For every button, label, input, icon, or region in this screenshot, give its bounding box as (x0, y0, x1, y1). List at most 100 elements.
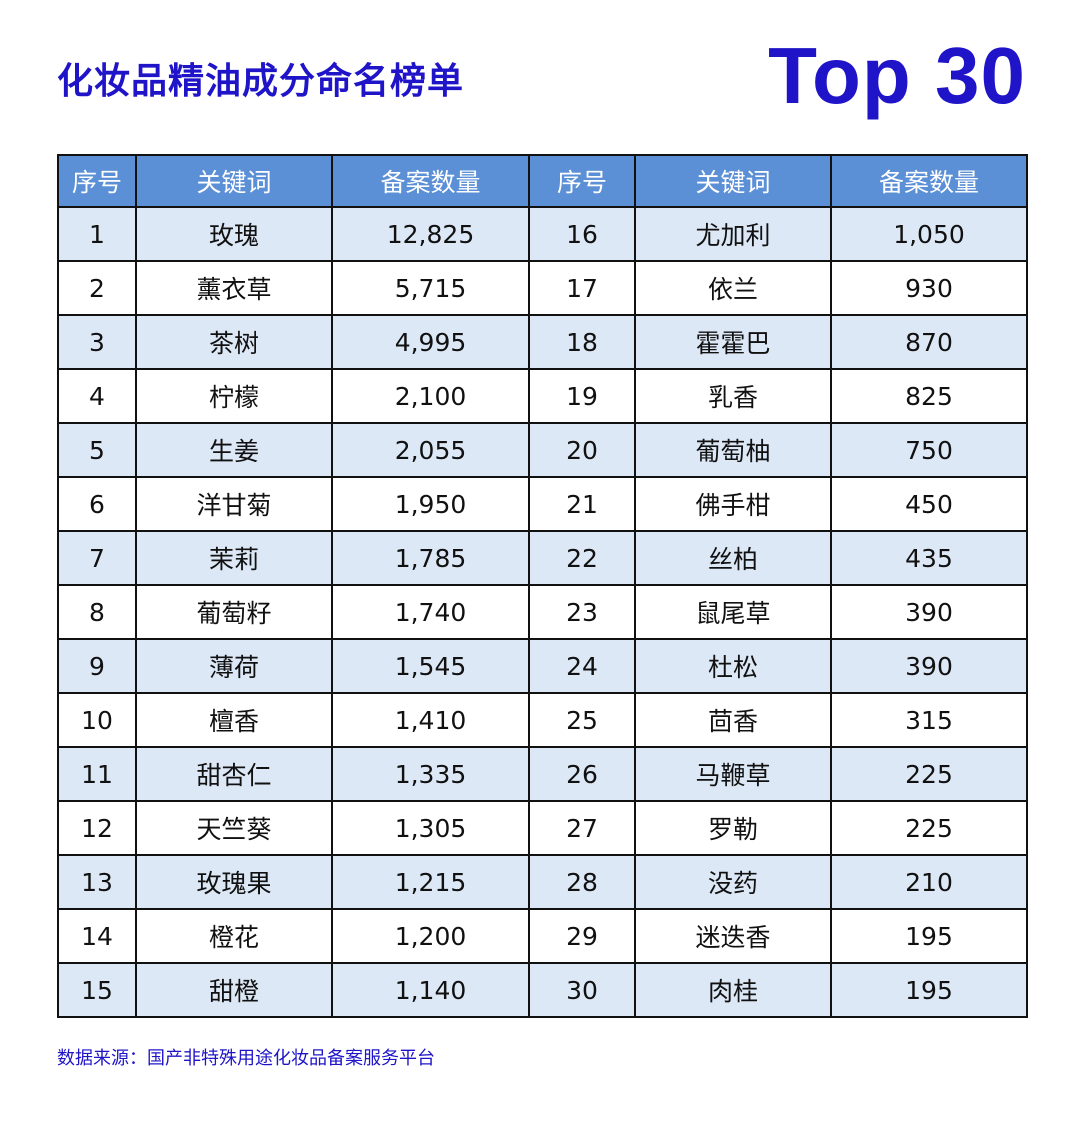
header-rank: 序号 (57, 154, 137, 208)
rank-cell: 13 (57, 854, 137, 910)
keyword-cell: 玫瑰 (135, 206, 333, 262)
count-cell: 5,715 (331, 260, 530, 316)
rank-cell: 8 (57, 584, 137, 640)
count-cell: 1,140 (331, 962, 530, 1018)
rank-cell: 5 (57, 422, 137, 478)
keyword-cell: 甜杏仁 (135, 746, 333, 802)
keyword-cell: 檀香 (135, 692, 333, 748)
rank-cell: 12 (57, 800, 137, 856)
keyword-cell: 葡萄柚 (634, 422, 832, 478)
rank-cell: 26 (528, 746, 636, 802)
keyword-cell: 迷迭香 (634, 908, 832, 964)
keyword-cell: 丝柏 (634, 530, 832, 586)
keyword-cell: 依兰 (634, 260, 832, 316)
table-row: 2 薰衣草 5,715 17 依兰 930 (57, 260, 1028, 316)
count-cell: 1,950 (331, 476, 530, 532)
count-cell: 1,410 (331, 692, 530, 748)
count-cell: 1,785 (331, 530, 530, 586)
table-header-row: 序号 关键词 备案数量 序号 关键词 备案数量 (57, 154, 1028, 208)
count-cell: 450 (830, 476, 1028, 532)
table-row: 1 玫瑰 12,825 16 尤加利 1,050 (57, 206, 1028, 262)
keyword-cell: 天竺葵 (135, 800, 333, 856)
keyword-cell: 薄荷 (135, 638, 333, 694)
keyword-cell: 葡萄籽 (135, 584, 333, 640)
count-cell: 1,335 (331, 746, 530, 802)
rank-cell: 23 (528, 584, 636, 640)
table-row: 5 生姜 2,055 20 葡萄柚 750 (57, 422, 1028, 478)
keyword-cell: 甜橙 (135, 962, 333, 1018)
header-keyword: 关键词 (634, 154, 832, 208)
keyword-cell: 鼠尾草 (634, 584, 832, 640)
count-cell: 1,545 (331, 638, 530, 694)
rank-cell: 24 (528, 638, 636, 694)
table-row: 4 柠檬 2,100 19 乳香 825 (57, 368, 1028, 424)
keyword-cell: 尤加利 (634, 206, 832, 262)
rank-cell: 21 (528, 476, 636, 532)
table-row: 15 甜橙 1,140 30 肉桂 195 (57, 962, 1028, 1018)
rank-cell: 20 (528, 422, 636, 478)
count-cell: 1,305 (331, 800, 530, 856)
table-row: 14 橙花 1,200 29 迷迭香 195 (57, 908, 1028, 964)
rank-cell: 18 (528, 314, 636, 370)
rank-cell: 25 (528, 692, 636, 748)
table-row: 10 檀香 1,410 25 茴香 315 (57, 692, 1028, 748)
keyword-cell: 没药 (634, 854, 832, 910)
top-30-badge: Top 30 (768, 31, 1026, 120)
header-count: 备案数量 (830, 154, 1028, 208)
rank-cell: 29 (528, 908, 636, 964)
table-body: 1 玫瑰 12,825 16 尤加利 1,050 2 薰衣草 5,715 17 依兰 930 3 茶树 4,… (57, 206, 1028, 1018)
count-cell: 1,215 (331, 854, 530, 910)
keyword-cell: 茉莉 (135, 530, 333, 586)
table-row: 3 茶树 4,995 18 霍霍巴 870 (57, 314, 1028, 370)
data-source-note: 数据来源：国产非特殊用途化妆品备案服务平台 (57, 1048, 435, 1069)
table-row: 8 葡萄籽 1,740 23 鼠尾草 390 (57, 584, 1028, 640)
rank-cell: 3 (57, 314, 137, 370)
keyword-cell: 茴香 (634, 692, 832, 748)
keyword-cell: 薰衣草 (135, 260, 333, 316)
keyword-cell: 马鞭草 (634, 746, 832, 802)
count-cell: 225 (830, 800, 1028, 856)
rank-cell: 10 (57, 692, 137, 748)
keyword-cell: 柠檬 (135, 368, 333, 424)
table-row: 12 天竺葵 1,305 27 罗勒 225 (57, 800, 1028, 856)
header-keyword: 关键词 (135, 154, 333, 208)
table-row: 7 茉莉 1,785 22 丝柏 435 (57, 530, 1028, 586)
keyword-cell: 霍霍巴 (634, 314, 832, 370)
rank-cell: 9 (57, 638, 137, 694)
table-row: 13 玫瑰果 1,215 28 没药 210 (57, 854, 1028, 910)
ranking-table: 序号 关键词 备案数量 序号 关键词 备案数量 1 玫瑰 12,825 16 尤加利 1,… (57, 154, 1028, 1018)
keyword-cell: 橙花 (135, 908, 333, 964)
table-row: 11 甜杏仁 1,335 26 马鞭草 225 (57, 746, 1028, 802)
keyword-cell: 杜松 (634, 638, 832, 694)
table-row: 6 洋甘菊 1,950 21 佛手柑 450 (57, 476, 1028, 532)
keyword-cell: 茶树 (135, 314, 333, 370)
count-cell: 315 (830, 692, 1028, 748)
count-cell: 1,050 (830, 206, 1028, 262)
keyword-cell: 洋甘菊 (135, 476, 333, 532)
rank-cell: 11 (57, 746, 137, 802)
rank-cell: 6 (57, 476, 137, 532)
page-title: 化妆品精油成分命名榜单 (57, 61, 465, 102)
keyword-cell: 玫瑰果 (135, 854, 333, 910)
count-cell: 750 (830, 422, 1028, 478)
keyword-cell: 佛手柑 (634, 476, 832, 532)
count-cell: 4,995 (331, 314, 530, 370)
rank-cell: 16 (528, 206, 636, 262)
count-cell: 1,740 (331, 584, 530, 640)
count-cell: 825 (830, 368, 1028, 424)
count-cell: 225 (830, 746, 1028, 802)
rank-cell: 1 (57, 206, 137, 262)
keyword-cell: 乳香 (634, 368, 832, 424)
header-count: 备案数量 (331, 154, 530, 208)
table-row: 9 薄荷 1,545 24 杜松 390 (57, 638, 1028, 694)
count-cell: 435 (830, 530, 1028, 586)
rank-cell: 22 (528, 530, 636, 586)
count-cell: 210 (830, 854, 1028, 910)
count-cell: 390 (830, 584, 1028, 640)
count-cell: 1,200 (331, 908, 530, 964)
count-cell: 2,100 (331, 368, 530, 424)
count-cell: 870 (830, 314, 1028, 370)
count-cell: 2,055 (331, 422, 530, 478)
rank-cell: 27 (528, 800, 636, 856)
count-cell: 930 (830, 260, 1028, 316)
